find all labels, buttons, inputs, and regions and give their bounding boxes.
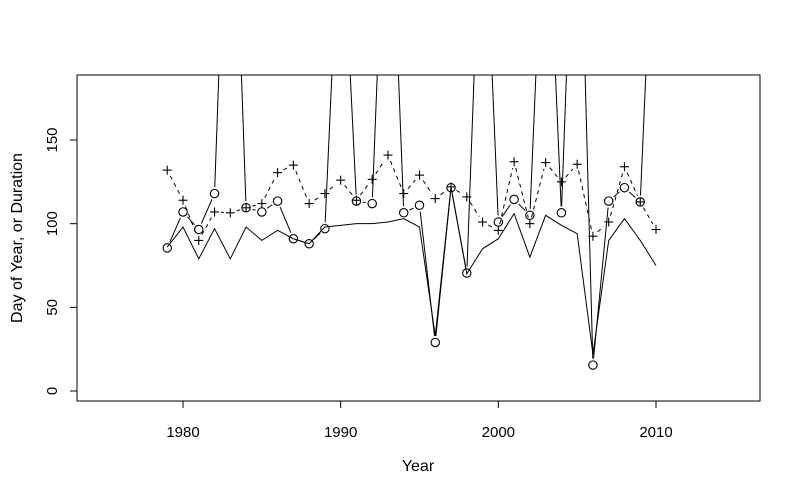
circle-marker-icon: [320, 223, 330, 234]
y-tick-label: 0: [44, 387, 61, 395]
circle-marker-icon: [619, 182, 630, 193]
series-segment: [407, 179, 416, 189]
circle-marker-icon: [162, 243, 172, 253]
series-segment: [469, 202, 480, 217]
x-axis-title: Year: [402, 458, 435, 475]
circle-marker-icon: [603, 196, 614, 206]
series-segment: [169, 175, 181, 195]
x-tick-label: 2000: [482, 424, 515, 441]
plot-box: [76, 74, 761, 402]
series-segment: [491, 75, 499, 216]
circle-marker-icon: [556, 208, 567, 218]
series-segment: [314, 196, 320, 201]
series-segment: [593, 207, 609, 359]
series-segment: [200, 199, 213, 224]
series-segment: [578, 170, 593, 230]
series-circle-marker-series: [162, 75, 647, 370]
circle-marker-icon: [430, 337, 441, 348]
series-segment: [409, 207, 414, 211]
series-duration-solid-line: [166, 186, 657, 355]
series-segment: [554, 75, 562, 207]
circle-marker-icon: [398, 208, 409, 218]
y-axis-title: Day of Year, or Duration: [9, 153, 26, 323]
series-segment: [640, 75, 647, 196]
series-segment: [584, 75, 594, 359]
series-segment: [518, 203, 526, 212]
series-segment: [597, 225, 605, 233]
x-tick-label: 1980: [166, 424, 199, 441]
plain-line-path: [166, 186, 657, 355]
series-segment: [466, 75, 475, 267]
series-segment: [236, 209, 241, 212]
series-segment: [266, 204, 273, 209]
series-layer: [162, 75, 661, 370]
circle-marker-icon: [209, 188, 220, 199]
circle-marker-icon: [194, 224, 204, 235]
series-segment: [279, 206, 292, 233]
series-segment: [252, 208, 256, 211]
series-segment: [329, 183, 337, 190]
y-tick-label: 150: [44, 127, 61, 152]
y-tick-label: 100: [44, 211, 61, 236]
series-segment: [565, 168, 574, 178]
circle-marker-icon: [414, 200, 425, 211]
x-tick-label: 2010: [639, 424, 672, 441]
series-segment: [613, 191, 620, 198]
x-tick-label: 1990: [324, 424, 357, 441]
series-segment: [295, 170, 308, 198]
circle-marker-icon: [462, 268, 472, 278]
series-segment: [626, 172, 639, 197]
series-plus-marker-series: [162, 150, 661, 245]
series-segment: [201, 217, 212, 235]
circle-marker-icon: [288, 233, 299, 244]
circle-marker-icon: [257, 207, 267, 217]
series-segment: [214, 75, 220, 188]
axes-layer: 1980 1990 2000 2010 0 50 100 150: [44, 127, 673, 441]
series-segment: [515, 167, 529, 218]
series-segment: [422, 180, 433, 194]
series-segment: [456, 189, 462, 194]
series-segment: [561, 75, 567, 207]
series-segment: [628, 191, 636, 198]
series-segment: [531, 168, 545, 218]
series-segment: [240, 75, 247, 202]
series-segment: [313, 232, 321, 240]
series-segment: [299, 240, 304, 243]
series-segment: [435, 194, 451, 337]
series-segment: [451, 193, 467, 267]
circle-marker-icon: [493, 217, 504, 227]
series-segment: [549, 167, 558, 178]
series-segment: [252, 204, 256, 207]
circle-marker-icon: [272, 196, 283, 206]
circle-marker-icon: [588, 360, 598, 370]
series-segment: [419, 211, 436, 337]
circle-marker-icon: [367, 198, 377, 209]
series-segment: [283, 167, 288, 171]
series-segment: [349, 75, 357, 195]
series-segment: [186, 216, 195, 226]
series-segment: [529, 75, 537, 209]
series-segment: [324, 75, 333, 223]
series-segment: [375, 160, 385, 175]
series-segment: [359, 184, 369, 196]
series-segment: [499, 167, 514, 225]
series-segment: [371, 75, 378, 198]
series-segment: [344, 184, 353, 196]
series-segment: [169, 217, 181, 243]
series-segment: [397, 75, 404, 207]
circle-marker-icon: [178, 207, 188, 217]
circle-marker-icon: [509, 194, 519, 205]
series-segment: [488, 224, 493, 228]
series-segment: [264, 178, 276, 199]
y-tick-label: 50: [44, 299, 61, 316]
circle-marker-icon: [525, 210, 535, 221]
circle-marker-icon: [304, 238, 314, 249]
series-segment: [440, 190, 447, 196]
series-segment: [184, 206, 197, 235]
series-segment: [501, 204, 511, 217]
series-segment: [389, 160, 402, 188]
series-segment: [643, 207, 654, 225]
